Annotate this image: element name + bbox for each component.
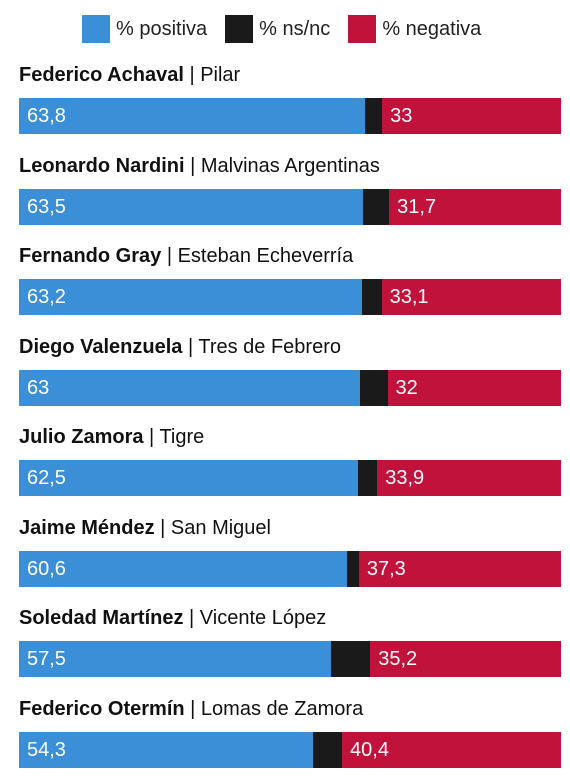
row-title: Fernando Gray | Esteban Echeverría xyxy=(19,245,353,268)
data-label-positiva: 63,2 xyxy=(27,286,66,308)
title-separator: | xyxy=(184,697,201,720)
title-separator: | xyxy=(184,154,201,177)
municipality-name: Esteban Echeverría xyxy=(177,245,354,267)
bar-segment-positiva xyxy=(19,731,314,768)
row-title: Diego Valenzuela | Tres de Febrero xyxy=(19,336,341,359)
data-label-positiva: 54,3 xyxy=(27,738,66,761)
title-separator: | xyxy=(183,607,200,629)
data-label-positiva: 63 xyxy=(27,376,50,399)
bar-segment-negativa xyxy=(381,279,561,315)
title-separator: | xyxy=(154,516,171,539)
municipality-name: Tres de Febrero xyxy=(198,335,341,358)
title-separator: | xyxy=(182,335,199,358)
mayor-name: Julio Zamora xyxy=(19,426,144,448)
municipality-name: Malvinas Argentinas xyxy=(200,154,380,177)
legend-swatch-nsnc xyxy=(225,15,254,43)
municipality-name: Pilar xyxy=(200,64,241,86)
mayor-name: Diego Valenzuela xyxy=(19,335,183,358)
data-label-positiva: 57,5 xyxy=(27,648,66,670)
data-label-negativa: 35,2 xyxy=(378,648,418,670)
data-label-positiva: 63,5 xyxy=(27,195,66,218)
bar-segment-positiva xyxy=(19,550,348,587)
bar-segment-nsnc xyxy=(357,460,378,496)
stacked-bar: 57,5 35,2 xyxy=(19,641,561,677)
bar-segment-nsnc xyxy=(361,279,382,315)
legend-item-negativa: % negativa xyxy=(348,15,481,43)
row-title: Jaime Méndez | San Miguel xyxy=(19,517,271,540)
mayor-name: Fernando Gray xyxy=(19,245,162,267)
title-separator: | xyxy=(183,64,201,86)
municipality-name: Tigre xyxy=(159,426,205,448)
title-separator: | xyxy=(143,426,160,448)
data-label-negativa: 31,7 xyxy=(397,195,437,218)
data-label-positiva: 62,5 xyxy=(27,467,66,489)
bar-segment-nsnc xyxy=(364,98,383,134)
bar-segment-positiva xyxy=(19,98,365,134)
row-title: Soledad Martínez | Vicente López xyxy=(19,607,326,630)
data-label-negativa: 33,1 xyxy=(389,286,429,308)
stacked-bar: 63,5 31,7 xyxy=(19,188,561,225)
data-label-negativa: 40,4 xyxy=(350,738,389,761)
bar-segment-nsnc xyxy=(360,369,388,406)
row-title: Leonardo Nardini | Malvinas Argentinas xyxy=(19,155,380,178)
bar-segment-positiva xyxy=(19,460,358,496)
stacked-bar: 60,6 37,3 xyxy=(19,550,561,587)
stacked-bar: 63,2 33,1 xyxy=(19,279,561,315)
bar-segment-negativa xyxy=(370,641,561,677)
legend-label-negativa: % negativa xyxy=(382,17,482,40)
data-label-negativa: 33 xyxy=(390,105,413,127)
legend-swatch-positiva xyxy=(82,15,110,43)
legend-label-positiva: % positiva xyxy=(116,17,208,40)
legend-label-nsnc: % ns/nc xyxy=(259,17,331,40)
mayor-name: Jaime Méndez xyxy=(19,516,155,539)
mayor-name: Federico Otermín xyxy=(19,697,185,720)
legend-item-nsnc: % ns/nc xyxy=(225,15,330,43)
row-title: Federico Achaval | Pilar xyxy=(19,64,240,87)
title-separator: | xyxy=(161,245,178,267)
row-title: Julio Zamora | Tigre xyxy=(19,426,204,449)
data-label-negativa: 37,3 xyxy=(366,557,406,580)
stacked-bar: 63 32 xyxy=(19,369,561,406)
bar-segment-nsnc xyxy=(347,550,359,587)
bar-segment-negativa xyxy=(358,550,561,587)
stacked-bar: 62,5 33,9 xyxy=(19,460,561,496)
municipality-name: Vicente López xyxy=(199,607,327,629)
bar-segment-nsnc xyxy=(363,188,390,225)
legend-swatch-negativa xyxy=(348,15,377,43)
bar-segment-nsnc xyxy=(330,641,371,677)
bar-segment-positiva xyxy=(19,641,331,677)
bar-segment-positiva xyxy=(19,279,362,315)
bar-segment-positiva xyxy=(19,188,364,225)
mayor-name: Federico Achaval xyxy=(19,64,184,86)
municipality-name: Lomas de Zamora xyxy=(200,697,364,720)
bar-segment-negativa xyxy=(389,188,561,225)
bar-segment-nsnc xyxy=(313,731,343,768)
mayor-name: Soledad Martínez xyxy=(19,607,184,629)
mayor-name: Leonardo Nardini xyxy=(19,154,185,177)
bar-segment-negativa xyxy=(342,731,561,768)
bar-segment-negativa xyxy=(387,369,561,406)
data-label-positiva: 60,6 xyxy=(27,557,66,580)
legend: % positiva % ns/nc % negativa xyxy=(82,14,499,44)
stacked-bar: 63,8 33 xyxy=(19,98,561,134)
bar-segment-negativa xyxy=(377,460,561,496)
bar-segment-negativa xyxy=(382,98,561,134)
row-title: Federico Otermín | Lomas de Zamora xyxy=(19,698,363,721)
bar-segment-positiva xyxy=(19,369,361,406)
legend-item-positiva: % positiva xyxy=(82,15,207,43)
data-label-negativa: 33,9 xyxy=(385,467,425,489)
data-label-negativa: 32 xyxy=(395,376,418,399)
municipality-name: San Miguel xyxy=(170,516,271,539)
stacked-bar: 54,3 40,4 xyxy=(19,731,561,768)
data-label-positiva: 63,8 xyxy=(27,105,66,127)
